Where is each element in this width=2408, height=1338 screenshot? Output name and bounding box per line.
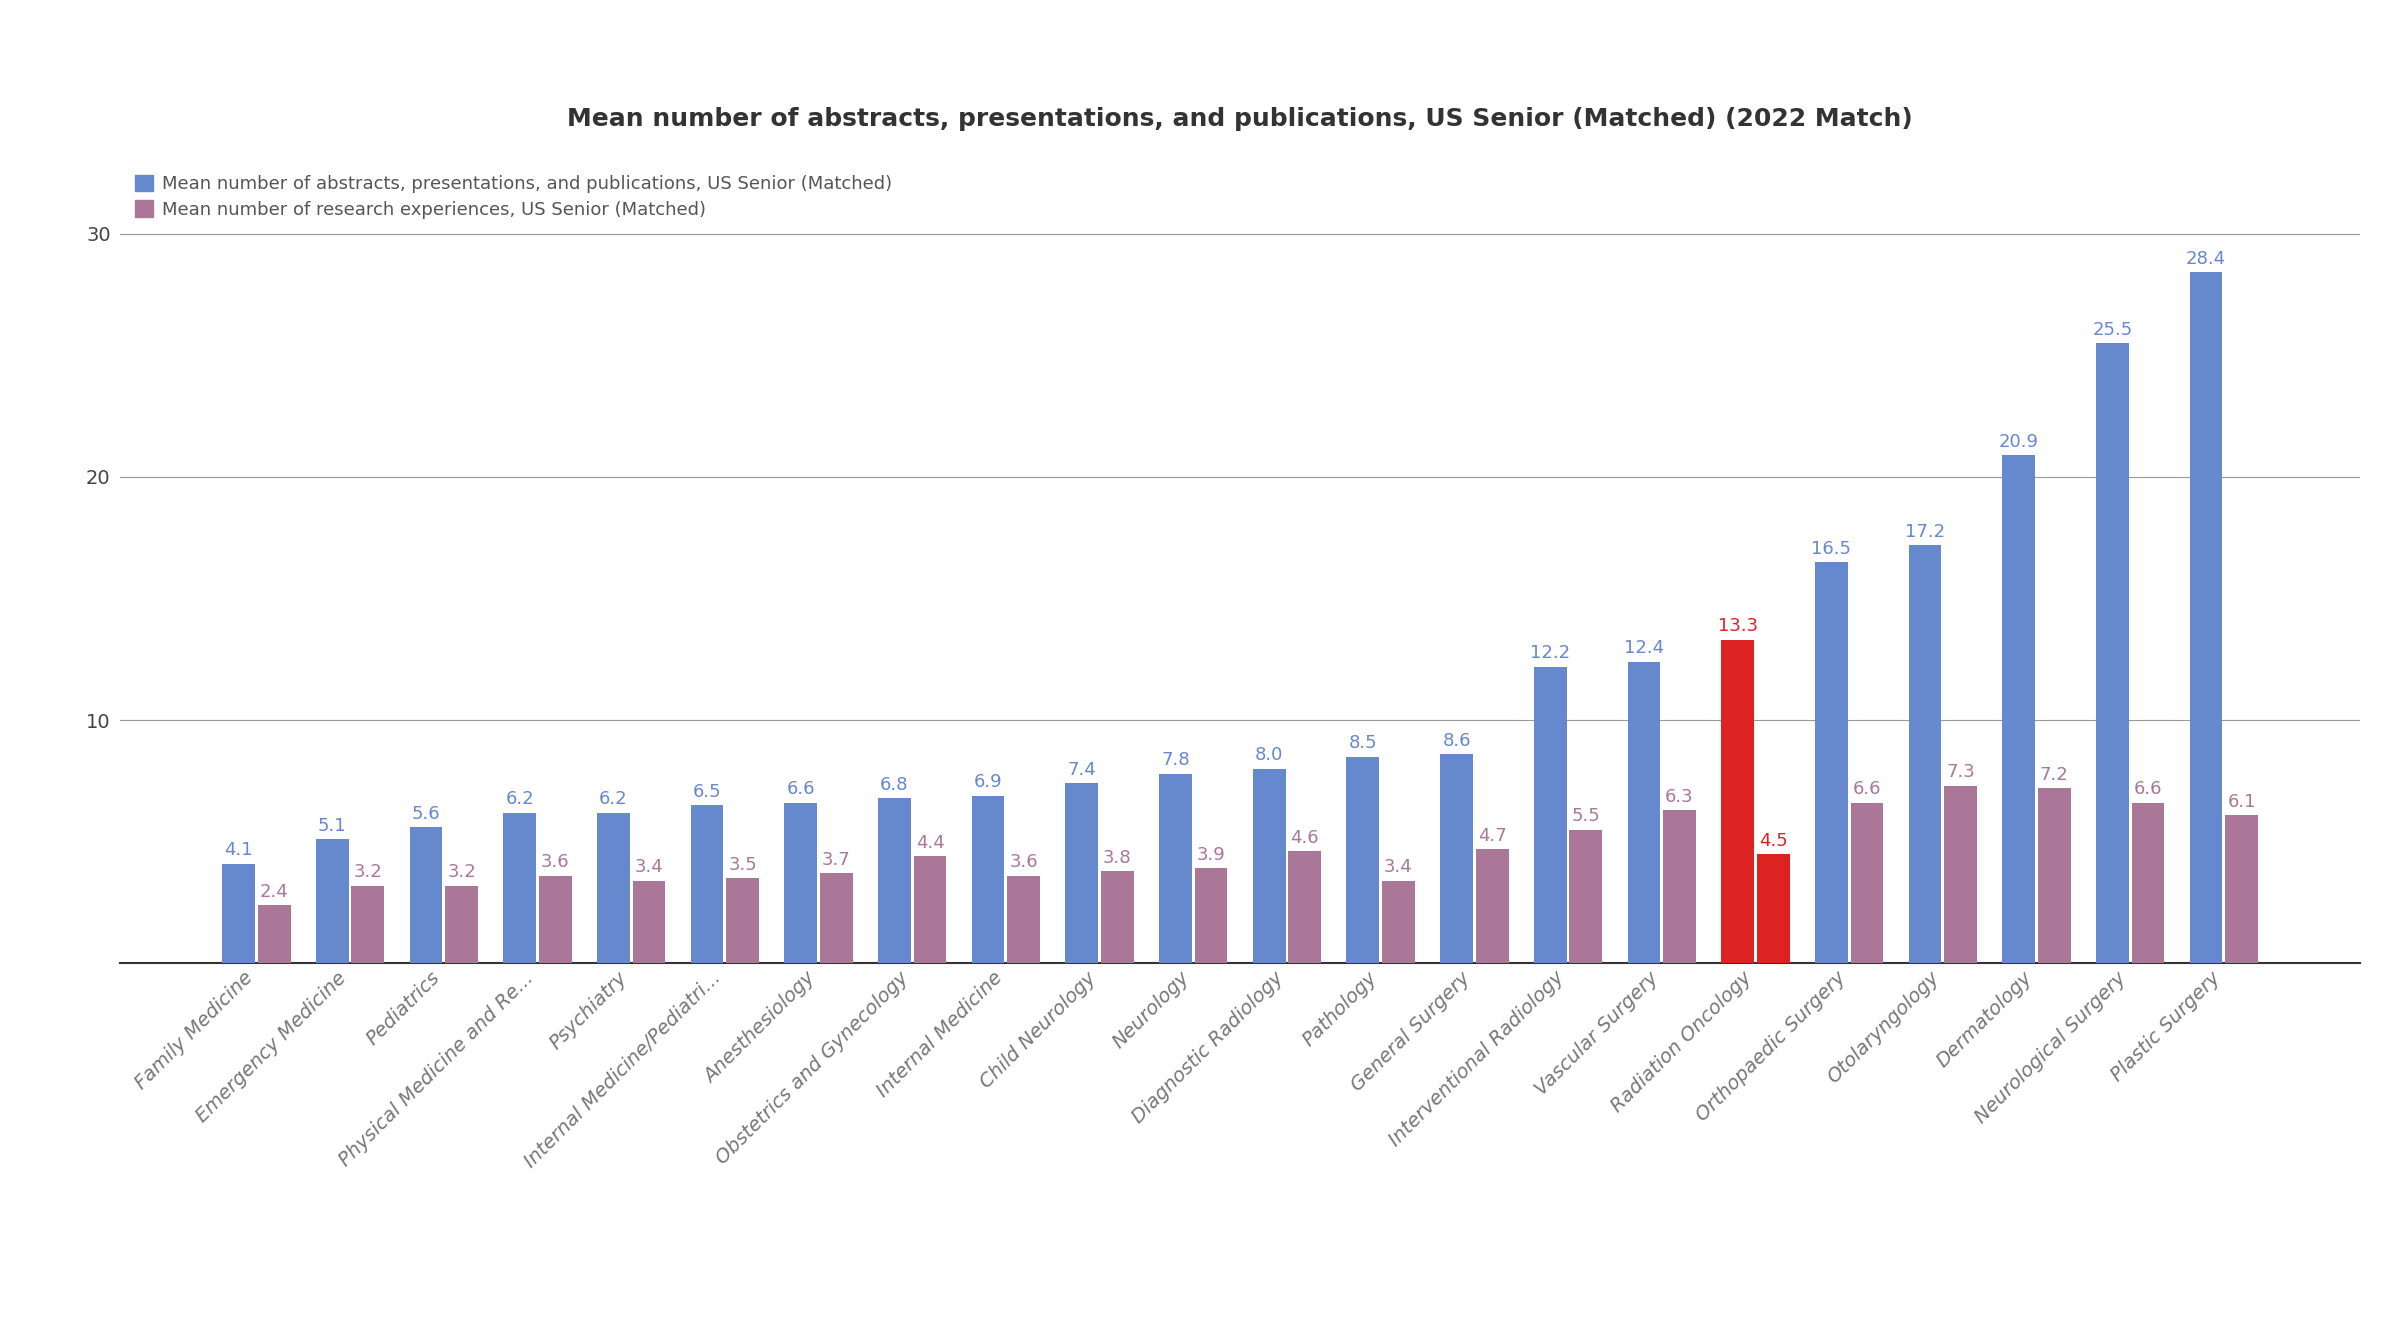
Bar	[1816, 562, 1847, 963]
Bar	[691, 805, 722, 963]
Bar	[539, 876, 571, 963]
Bar	[1534, 666, 1568, 963]
Bar	[821, 874, 852, 963]
Text: 6.2: 6.2	[506, 791, 535, 808]
Text: 2.4: 2.4	[260, 883, 289, 900]
Bar	[1943, 785, 1977, 963]
Bar	[2225, 815, 2259, 963]
Text: 3.4: 3.4	[636, 858, 662, 876]
Bar	[879, 797, 910, 963]
Bar	[1570, 830, 1601, 963]
Bar	[1722, 640, 1753, 963]
Text: 4.7: 4.7	[1479, 827, 1507, 844]
Text: 4.1: 4.1	[224, 842, 253, 859]
Text: 25.5: 25.5	[2093, 321, 2133, 339]
Bar	[1288, 851, 1322, 963]
Bar	[2189, 273, 2223, 963]
Text: 6.8: 6.8	[881, 776, 908, 793]
Bar	[1194, 868, 1228, 963]
Bar	[1007, 876, 1040, 963]
Text: 3.9: 3.9	[1197, 846, 1226, 864]
Bar	[973, 796, 1004, 963]
Bar	[1476, 850, 1507, 963]
Text: 13.3: 13.3	[1717, 617, 1758, 636]
Bar	[2095, 343, 2129, 963]
Bar	[1346, 756, 1380, 963]
Text: 8.6: 8.6	[1442, 732, 1471, 749]
Bar	[1849, 803, 1883, 963]
Bar	[1910, 545, 1941, 963]
Text: 3.5: 3.5	[727, 856, 756, 874]
Bar	[1158, 773, 1192, 963]
Text: 7.4: 7.4	[1067, 761, 1096, 779]
Bar	[503, 812, 537, 963]
Bar	[1628, 662, 1659, 963]
Bar	[1440, 755, 1474, 963]
Bar	[785, 803, 816, 963]
Text: 8.0: 8.0	[1255, 747, 1283, 764]
Text: 12.2: 12.2	[1529, 644, 1570, 662]
Text: 3.2: 3.2	[448, 863, 477, 882]
Bar	[445, 886, 477, 963]
Legend: Mean number of abstracts, presentations, and publications, US Senior (Matched), : Mean number of abstracts, presentations,…	[130, 170, 898, 225]
Bar	[913, 856, 946, 963]
Bar	[1664, 809, 1695, 963]
Bar	[1382, 880, 1416, 963]
Text: 3.2: 3.2	[354, 863, 383, 882]
Text: 5.1: 5.1	[318, 818, 347, 835]
Text: 6.6: 6.6	[1852, 780, 1881, 799]
Bar	[1064, 783, 1098, 963]
Text: 12.4: 12.4	[1623, 640, 1664, 657]
Text: 7.8: 7.8	[1161, 751, 1190, 769]
Text: 6.6: 6.6	[787, 780, 814, 799]
Bar	[409, 827, 443, 963]
Text: 3.7: 3.7	[821, 851, 850, 868]
Bar	[1758, 854, 1789, 963]
Bar	[1100, 871, 1134, 963]
Text: 16.5: 16.5	[1811, 539, 1852, 558]
Bar	[352, 886, 385, 963]
Bar	[222, 863, 255, 963]
Bar	[2037, 788, 2071, 963]
Text: 28.4: 28.4	[2186, 250, 2225, 268]
Bar	[258, 904, 291, 963]
Text: 3.4: 3.4	[1385, 858, 1413, 876]
Bar	[315, 839, 349, 963]
Title: Mean number of abstracts, presentations, and publications, US Senior (Matched) (: Mean number of abstracts, presentations,…	[568, 107, 1912, 131]
Bar	[1252, 769, 1286, 963]
Text: 4.4: 4.4	[915, 834, 944, 852]
Bar	[2131, 803, 2165, 963]
Text: 6.1: 6.1	[2227, 792, 2256, 811]
Text: 3.6: 3.6	[1009, 854, 1038, 871]
Text: 20.9: 20.9	[1999, 432, 2040, 451]
Text: 6.6: 6.6	[2133, 780, 2162, 799]
Bar	[2003, 455, 2035, 963]
Text: 5.5: 5.5	[1572, 807, 1601, 826]
Text: 6.2: 6.2	[600, 791, 628, 808]
Text: 3.6: 3.6	[542, 854, 571, 871]
Text: 5.6: 5.6	[412, 804, 441, 823]
Text: 17.2: 17.2	[1905, 523, 1946, 541]
Text: 8.5: 8.5	[1348, 735, 1377, 752]
Text: 3.8: 3.8	[1103, 848, 1132, 867]
Text: 6.5: 6.5	[694, 783, 722, 801]
Bar	[597, 812, 631, 963]
Text: 4.6: 4.6	[1291, 830, 1320, 847]
Text: 7.3: 7.3	[1946, 764, 1975, 781]
Text: 4.5: 4.5	[1758, 831, 1787, 850]
Text: 6.3: 6.3	[1666, 788, 1693, 805]
Bar	[633, 880, 665, 963]
Text: 6.9: 6.9	[973, 773, 1002, 791]
Bar	[727, 878, 759, 963]
Text: 7.2: 7.2	[2040, 765, 2068, 784]
